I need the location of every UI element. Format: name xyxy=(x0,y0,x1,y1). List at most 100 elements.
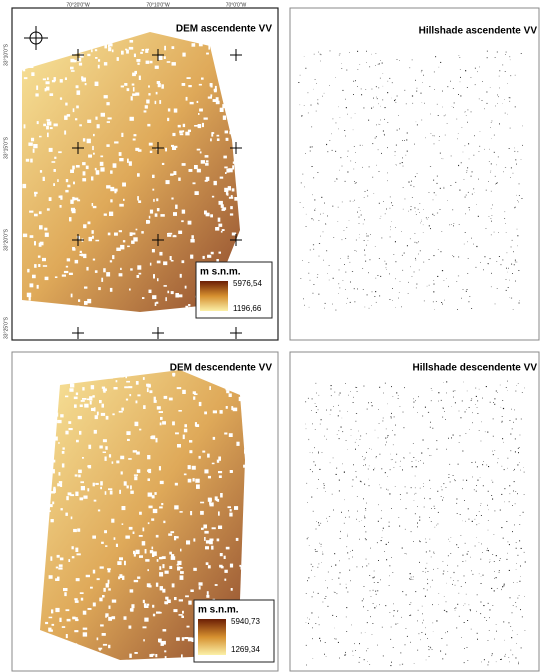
speckle xyxy=(171,554,174,557)
speckle xyxy=(483,485,484,486)
speckle xyxy=(97,124,100,128)
speckle xyxy=(338,642,339,643)
speckle xyxy=(308,618,309,619)
speckle xyxy=(178,231,182,234)
speckle xyxy=(198,124,202,128)
speckle xyxy=(506,387,507,388)
speckle xyxy=(167,235,171,237)
speckle xyxy=(509,97,510,98)
speckle xyxy=(88,445,91,449)
speckle xyxy=(487,432,488,433)
speckle xyxy=(83,496,87,499)
speckle xyxy=(324,308,325,309)
speckle xyxy=(96,309,99,313)
speckle xyxy=(497,103,498,104)
speckle xyxy=(428,571,429,572)
speckle xyxy=(50,127,53,129)
legend-min: 1196,66 xyxy=(233,304,262,313)
speckle xyxy=(493,402,494,403)
speckle xyxy=(488,263,489,264)
speckle xyxy=(107,568,111,570)
speckle xyxy=(367,295,368,296)
speckle xyxy=(349,52,350,53)
speckle xyxy=(328,151,329,152)
speckle xyxy=(509,544,510,545)
speckle xyxy=(402,270,403,271)
speckle xyxy=(81,486,85,490)
speckle xyxy=(433,623,434,624)
speckle xyxy=(311,564,312,565)
speckle xyxy=(219,201,223,205)
speckle xyxy=(502,586,503,587)
speckle xyxy=(343,280,344,281)
speckle xyxy=(225,90,228,94)
speckle xyxy=(154,400,157,403)
speckle xyxy=(197,149,201,151)
speckle xyxy=(142,541,146,545)
speckle xyxy=(488,662,489,663)
speckle xyxy=(367,196,368,197)
speckle xyxy=(83,224,86,228)
speckle xyxy=(434,143,435,144)
speckle xyxy=(146,220,150,224)
speckle xyxy=(80,405,83,408)
speckle xyxy=(458,464,459,465)
speckle xyxy=(336,123,337,124)
speckle xyxy=(381,238,382,239)
speckle xyxy=(99,400,102,403)
speckle xyxy=(513,654,514,655)
speckle xyxy=(347,298,348,299)
speckle xyxy=(325,596,326,597)
speckle xyxy=(453,397,454,398)
speckle xyxy=(129,161,132,166)
speckle xyxy=(148,85,150,87)
speckle xyxy=(441,400,442,401)
speckle xyxy=(520,435,521,436)
speckle xyxy=(516,419,517,420)
speckle xyxy=(374,193,375,194)
speckle xyxy=(84,301,88,305)
speckle xyxy=(91,385,94,389)
speckle xyxy=(478,413,479,414)
speckle xyxy=(508,458,509,459)
speckle xyxy=(46,652,50,654)
speckle xyxy=(109,454,111,457)
speckle xyxy=(334,638,335,639)
speckle xyxy=(160,214,164,217)
speckle xyxy=(308,113,309,114)
speckle xyxy=(217,135,220,137)
speckle xyxy=(320,214,321,215)
speckle xyxy=(100,162,104,166)
speckle xyxy=(30,159,33,163)
speckle xyxy=(379,387,380,388)
speckle xyxy=(483,269,484,270)
speckle xyxy=(126,399,128,401)
speckle xyxy=(420,93,421,94)
speckle xyxy=(482,398,483,399)
speckle xyxy=(363,289,364,290)
speckle xyxy=(518,452,519,453)
speckle xyxy=(51,609,53,613)
speckle xyxy=(494,578,495,579)
speckle xyxy=(476,525,477,526)
speckle xyxy=(243,589,247,591)
speckle xyxy=(499,572,500,573)
speckle xyxy=(471,112,472,113)
speckle xyxy=(379,258,380,259)
speckle xyxy=(420,460,421,461)
speckle xyxy=(377,98,378,99)
speckle xyxy=(86,166,89,170)
speckle xyxy=(469,296,470,297)
speckle xyxy=(79,650,81,654)
speckle xyxy=(383,393,384,394)
speckle xyxy=(57,641,61,644)
speckle xyxy=(190,102,194,104)
speckle xyxy=(429,480,430,481)
speckle xyxy=(458,276,459,277)
speckle xyxy=(199,456,201,459)
speckle xyxy=(363,606,364,607)
speckle xyxy=(373,107,374,108)
speckle xyxy=(119,273,123,276)
speckle xyxy=(514,469,515,470)
speckle xyxy=(67,258,70,261)
